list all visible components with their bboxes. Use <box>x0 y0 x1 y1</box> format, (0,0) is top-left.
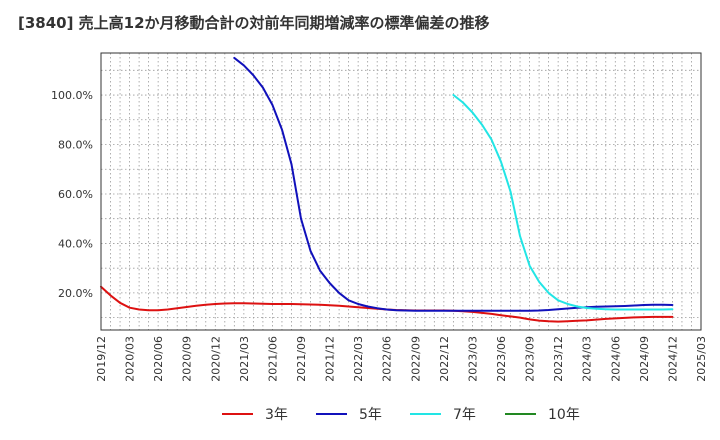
legend-label: 3年 <box>265 407 288 423</box>
y-tick-label: 40.0% <box>58 237 93 250</box>
x-tick-label: 2023/12 <box>552 336 565 382</box>
legend-label: 5年 <box>359 407 382 423</box>
x-tick-label: 2022/03 <box>352 336 365 382</box>
x-tick-label: 2019/12 <box>95 336 108 382</box>
series-line-3 <box>452 94 674 311</box>
x-tick-label: 2024/12 <box>666 336 679 382</box>
legend-label: 10年 <box>548 407 580 423</box>
x-tick-label: 2022/09 <box>409 336 422 382</box>
x-tick-label: 2020/06 <box>152 336 165 382</box>
x-tick-label: 2024/06 <box>609 336 622 382</box>
plot-frame <box>100 52 702 331</box>
y-tick-label: 60.0% <box>58 188 93 201</box>
x-tick-label: 2021/03 <box>238 336 251 382</box>
x-tick-label: 2023/06 <box>495 336 508 382</box>
x-axis: 2019/12 2020/03 2020/06 2020/09 2020/12 2021/… <box>95 336 708 382</box>
x-tick-label: 2020/03 <box>124 336 137 382</box>
x-tick-label: 2023/03 <box>466 336 479 382</box>
series-lines <box>100 56 674 323</box>
legend-label: 7年 <box>453 407 476 423</box>
y-tick-label: 100.0% <box>51 89 93 102</box>
x-tick-label: 2021/09 <box>295 336 308 382</box>
y-tick-label: 80.0% <box>58 139 93 152</box>
chart-title: [3840] 売上高12か月移動合計の対前年同期増減率の標準偏差の推移 <box>18 14 490 32</box>
x-tick-label: 2025/03 <box>695 336 708 382</box>
x-tick-label: 2020/09 <box>181 336 194 382</box>
y-tick-label: 20.0% <box>58 287 93 300</box>
series-line-2 <box>233 56 674 312</box>
x-tick-label: 2021/12 <box>324 336 337 382</box>
legend: 3年 5年 7年 10年 <box>222 407 580 423</box>
plot-border <box>100 52 702 331</box>
plot-area <box>101 53 701 330</box>
x-tick-label: 2020/12 <box>209 336 222 382</box>
x-tick-label: 2022/06 <box>381 336 394 382</box>
x-tick-label: 2022/12 <box>438 336 451 382</box>
x-tick-label: 2021/06 <box>266 336 279 382</box>
x-tick-label: 2024/09 <box>638 336 651 382</box>
y-axis: 20.0% 40.0% 60.0% 80.0% 100.0% <box>51 89 93 300</box>
plot-background <box>101 53 701 330</box>
x-tick-label: 2023/09 <box>524 336 537 382</box>
grid <box>101 53 701 330</box>
x-tick-label: 2024/03 <box>581 336 594 382</box>
